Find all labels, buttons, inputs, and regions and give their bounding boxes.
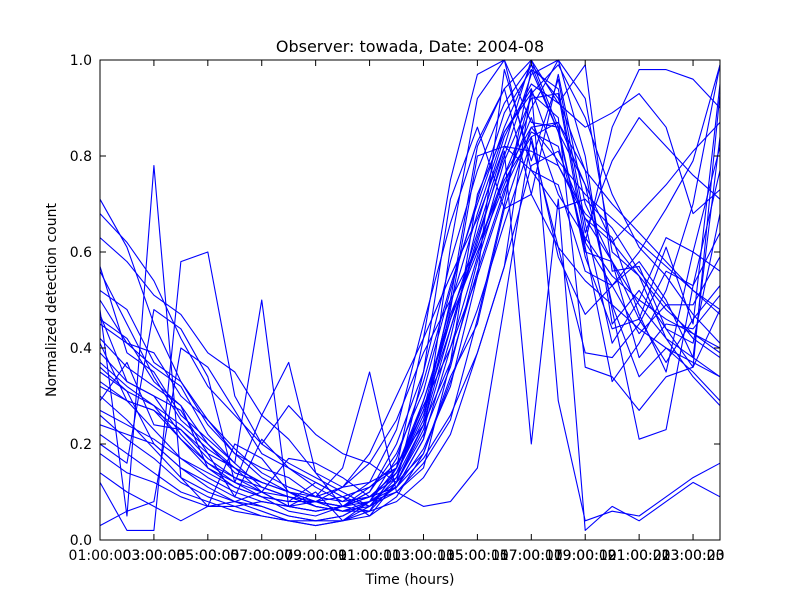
x-tick-label-overlap: 17:00:17 — [500, 548, 563, 564]
series-line-12 — [99, 93, 721, 522]
x-tick-label: 11:00:00 — [338, 548, 401, 564]
series-layer — [99, 59, 721, 531]
series-line-30 — [99, 122, 721, 507]
series-line-16 — [99, 73, 721, 507]
y-axis-label: Normalized detection count — [44, 203, 60, 397]
y-tick-label: 0.2 — [70, 437, 92, 453]
x-tick-label: 19:00:00 — [554, 548, 617, 564]
x-tick-label-overlap: 23:00:23 — [662, 548, 725, 564]
y-tick-label: 0.0 — [70, 533, 92, 549]
x-tick-label: 01:00:00 — [69, 548, 132, 564]
series-line-4 — [99, 69, 721, 512]
x-tick-label-overlap: 13:00:13 — [392, 548, 455, 564]
series-line-28 — [99, 121, 721, 522]
x-tick-label-overlap: 19:00:19 — [554, 548, 617, 564]
series-line-26 — [99, 126, 721, 507]
x-tick-label-overlap: 07:00:07 — [230, 548, 293, 564]
x-tick-label-overlap: 21:00:21 — [608, 548, 671, 564]
series-line-17 — [99, 83, 721, 517]
tick-layer: 0.0 0.2 0.4 0.6 0.8 1.0 01:00:0003:00:0005:00:… — [69, 53, 725, 564]
series-line-15 — [99, 145, 721, 503]
x-tick-label-overlap: 11:00:11 — [338, 548, 401, 564]
series-line-21 — [99, 88, 721, 522]
x-tick-label: 21:00:00 — [608, 548, 671, 564]
x-tick-label-overlap: 03:00:03 — [122, 548, 185, 564]
x-tick-label: 15:00:00 — [446, 548, 509, 564]
series-line-19 — [99, 64, 721, 517]
series-line-23 — [99, 93, 721, 507]
x-tick-label: 23:00:00 — [662, 548, 725, 564]
series-line-18 — [99, 64, 721, 512]
series-line-14 — [99, 59, 721, 512]
x-tick-label-overlap: 05:00:05 — [176, 548, 239, 564]
x-axis-label: Time (hours) — [365, 572, 455, 588]
x-tick-label: 13:00:00 — [392, 548, 455, 564]
series-line-8 — [99, 64, 721, 522]
y-tick-label: 0.6 — [70, 245, 92, 261]
x-tick-label: 09:00:00 — [284, 548, 347, 564]
series-line-27 — [99, 69, 721, 503]
x-tick-label: 03:00:00 — [122, 548, 185, 564]
x-tick-label: 05:00:00 — [176, 548, 239, 564]
series-line-20 — [99, 141, 721, 522]
series-line-25 — [99, 69, 721, 512]
series-line-1 — [99, 64, 721, 503]
plot-frame — [99, 59, 721, 541]
x-tick-label-overlap: 15:00:15 — [446, 548, 509, 564]
y-tick-label: 1.0 — [70, 53, 92, 69]
x-tick-label-overlap: 09:00:09 — [284, 548, 347, 564]
series-line-6 — [99, 59, 721, 527]
series-line-22 — [99, 150, 721, 531]
y-tick-label: 0.8 — [70, 149, 92, 165]
y-tick-label: 0.4 — [70, 341, 92, 357]
x-tick-label: 07:00:00 — [230, 548, 293, 564]
series-line-24 — [99, 121, 721, 512]
chart-title: Observer: towada, Date: 2004-08 — [276, 37, 544, 56]
series-line-10 — [99, 126, 721, 531]
x-tick-label: 17:00:00 — [500, 548, 563, 564]
series-line-29 — [99, 145, 721, 498]
